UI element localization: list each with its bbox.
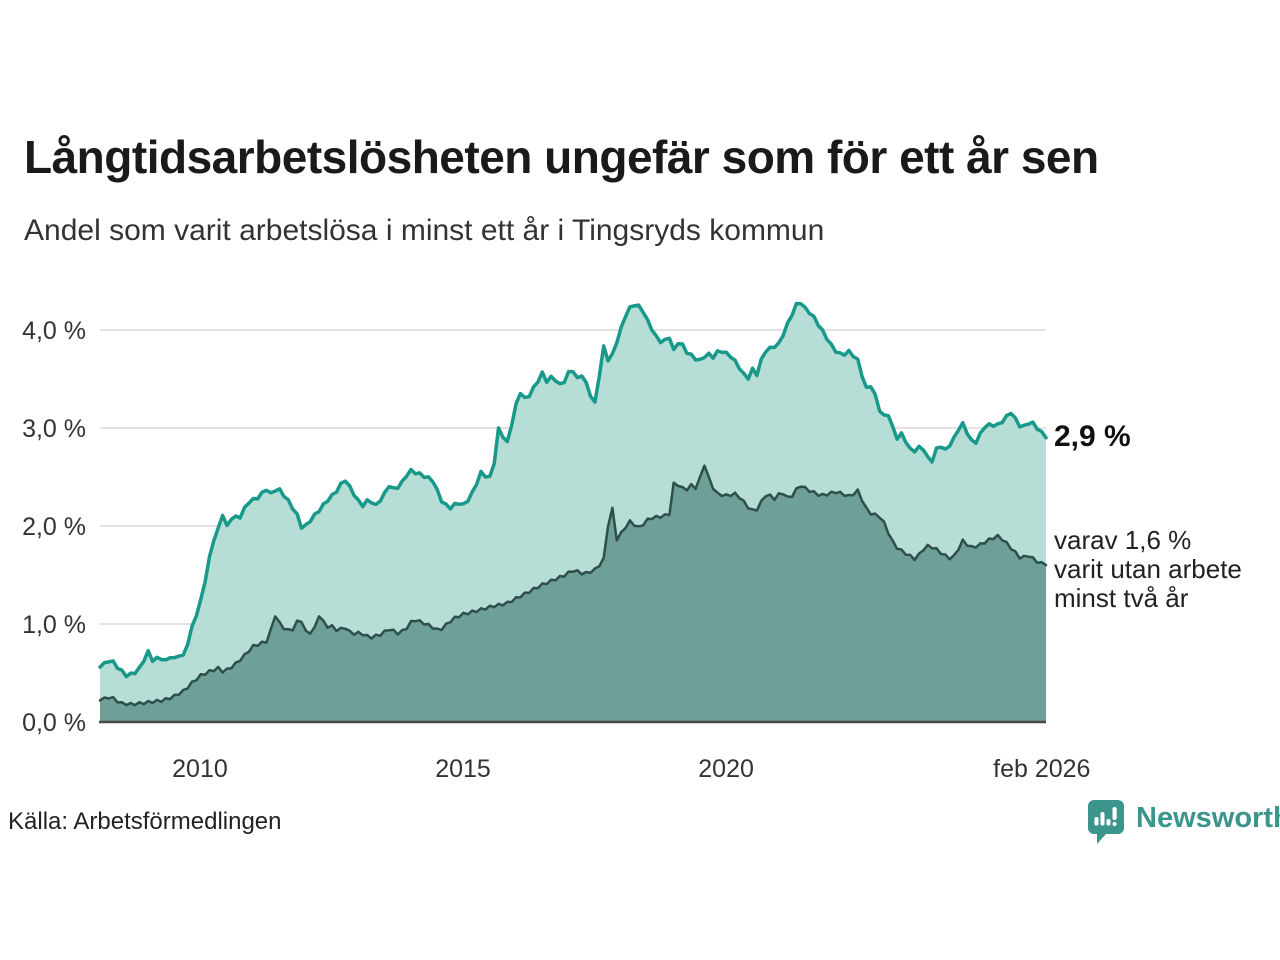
- brand-name: Newsworthy: [1136, 802, 1280, 834]
- page-title: Långtidsarbetslösheten ungefär som för e…: [24, 131, 1099, 183]
- series-two-years-line: [98, 464, 1048, 707]
- brand-logo: Newsworthy: [1086, 798, 1280, 846]
- series-two-years-area: [100, 465, 1046, 722]
- x-tick-label: 2020: [698, 755, 754, 783]
- x-tick-label: 2015: [435, 755, 491, 783]
- page-subtitle: Andel som varit arbetslösa i minst ett å…: [24, 214, 825, 247]
- y-tick-label: 3,0 %: [22, 415, 86, 443]
- latest-value-label: 2,9 %: [1054, 420, 1131, 453]
- x-tick-label: feb 2026: [993, 755, 1090, 783]
- newsworthy-bubble-chart-icon: [1088, 800, 1124, 844]
- source-attribution: Källa: Arbetsförmedlingen: [8, 808, 282, 835]
- series-one-year-line: [98, 301, 1048, 679]
- y-tick-label: 2,0 %: [22, 513, 86, 541]
- secondary-series-note: varav 1,6 % varit utan arbete minst två …: [1054, 525, 1242, 613]
- y-tick-label: 1,0 %: [22, 611, 86, 639]
- y-tick-label: 4,0 %: [22, 317, 86, 345]
- x-tick-label: 2010: [172, 755, 228, 783]
- y-tick-label: 0,0 %: [22, 709, 86, 737]
